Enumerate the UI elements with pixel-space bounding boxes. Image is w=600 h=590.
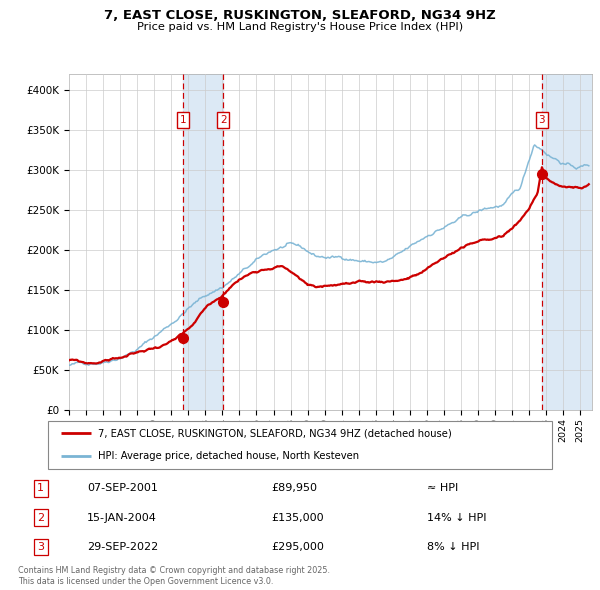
Text: 1: 1 — [179, 115, 186, 125]
Text: Price paid vs. HM Land Registry's House Price Index (HPI): Price paid vs. HM Land Registry's House … — [137, 22, 463, 32]
Text: Contains HM Land Registry data © Crown copyright and database right 2025.
This d: Contains HM Land Registry data © Crown c… — [18, 566, 330, 586]
Text: £89,950: £89,950 — [271, 483, 317, 493]
Text: 7, EAST CLOSE, RUSKINGTON, SLEAFORD, NG34 9HZ (detached house): 7, EAST CLOSE, RUSKINGTON, SLEAFORD, NG3… — [98, 428, 452, 438]
Text: £295,000: £295,000 — [271, 542, 324, 552]
Text: ≈ HPI: ≈ HPI — [427, 483, 458, 493]
Text: £135,000: £135,000 — [271, 513, 324, 523]
Text: 14% ↓ HPI: 14% ↓ HPI — [427, 513, 486, 523]
Text: 07-SEP-2001: 07-SEP-2001 — [87, 483, 158, 493]
Text: 7, EAST CLOSE, RUSKINGTON, SLEAFORD, NG34 9HZ: 7, EAST CLOSE, RUSKINGTON, SLEAFORD, NG3… — [104, 9, 496, 22]
Text: 1: 1 — [37, 483, 44, 493]
Text: 15-JAN-2004: 15-JAN-2004 — [87, 513, 157, 523]
Text: 29-SEP-2022: 29-SEP-2022 — [87, 542, 158, 552]
Text: 3: 3 — [539, 115, 545, 125]
Bar — [542, 74, 592, 410]
Bar — [183, 74, 223, 410]
FancyBboxPatch shape — [48, 421, 552, 469]
Text: 2: 2 — [220, 115, 226, 125]
Text: HPI: Average price, detached house, North Kesteven: HPI: Average price, detached house, Nort… — [98, 451, 359, 461]
Text: 8% ↓ HPI: 8% ↓ HPI — [427, 542, 479, 552]
Text: 2: 2 — [37, 513, 44, 523]
Text: 3: 3 — [37, 542, 44, 552]
